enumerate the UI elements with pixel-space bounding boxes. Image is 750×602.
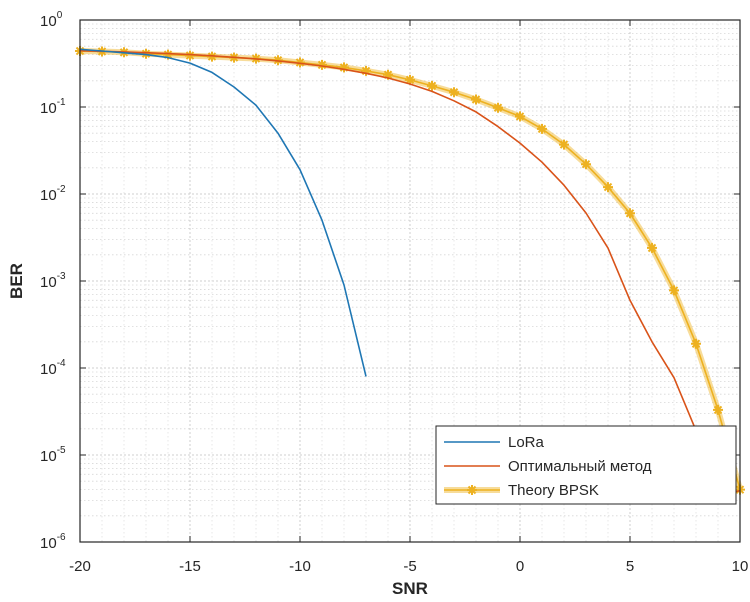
y-tick-exponent: -5 [57, 445, 66, 456]
x-tick-label: -15 [179, 558, 201, 575]
data-point-center [561, 142, 567, 147]
series-line [79, 49, 741, 497]
x-tick-label: -5 [403, 558, 416, 575]
legend-label: Theory BPSK [508, 482, 599, 499]
y-tick-base: 10 [40, 274, 57, 291]
y-tick-exponent: -6 [57, 532, 66, 543]
series-1 [79, 49, 741, 497]
data-point-center [583, 162, 589, 167]
y-tick-label: 10-5 [40, 445, 66, 465]
legend: LoRa Оптимальный метод Theory BPSK [435, 425, 737, 505]
data-point-center [671, 288, 677, 293]
legend-item: Theory BPSK [444, 482, 599, 499]
y-tick-label: 10-6 [40, 532, 66, 552]
y-tick-base: 10 [40, 187, 57, 204]
x-tick-label: -10 [289, 558, 311, 575]
plot-series [75, 46, 745, 497]
data-point-center [539, 126, 545, 132]
y-tick-base: 10 [40, 13, 57, 30]
y-tick-exponent: -4 [57, 358, 66, 369]
x-tick-label: 0 [516, 558, 524, 575]
data-point-center [407, 77, 413, 83]
y-tick-exponent: -2 [57, 184, 66, 195]
y-tick-exponent: -3 [57, 271, 66, 282]
x-axis-title: SNR [392, 579, 428, 597]
axis-ticks: -20 -15 -10 -5 0 5 1010010-110-210-310-410-510… [40, 10, 748, 575]
legend-label: Оптимальный метод [508, 458, 652, 475]
y-tick-label: 10-4 [40, 358, 66, 378]
y-tick-label: 10-2 [40, 184, 66, 204]
data-point-center [517, 114, 523, 119]
y-tick-label: 100 [40, 10, 63, 30]
data-point-center [649, 245, 655, 251]
data-point-center [363, 68, 369, 74]
y-tick-exponent: -1 [57, 97, 66, 108]
data-point-center [473, 97, 479, 102]
y-tick-base: 10 [40, 100, 57, 117]
x-tick-label: 5 [626, 558, 634, 575]
data-point-center [451, 89, 457, 95]
legend-item: LoRa [444, 434, 545, 451]
y-tick-exponent: 0 [57, 10, 63, 21]
data-point-center [627, 211, 633, 216]
y-tick-base: 10 [40, 535, 57, 552]
series-0 [79, 48, 367, 377]
legend-item: Оптимальный метод [444, 458, 652, 475]
series-line [79, 48, 367, 377]
y-axis-title: BER [7, 263, 26, 299]
data-point-center [495, 105, 501, 110]
data-point-center [715, 407, 721, 413]
data-point-center [429, 83, 435, 89]
legend-marker-star [467, 485, 477, 495]
x-tick-label: 10 [732, 558, 749, 575]
y-tick-base: 10 [40, 448, 57, 465]
legend-box [435, 425, 737, 505]
y-tick-label: 10-3 [40, 271, 66, 291]
x-tick-label: -20 [69, 558, 91, 575]
data-point-center [605, 184, 611, 190]
y-tick-label: 10-1 [40, 97, 66, 117]
data-point-center [693, 341, 699, 346]
data-point-center [385, 72, 391, 77]
legend-label: LoRa [508, 434, 545, 451]
y-tick-base: 10 [40, 361, 57, 378]
